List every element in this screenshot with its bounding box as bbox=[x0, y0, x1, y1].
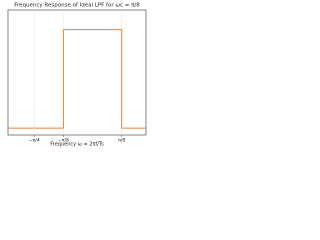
x-tick-label: π/8 bbox=[118, 138, 125, 144]
x-tick-label: −π/4 bbox=[29, 138, 40, 144]
plot-frame bbox=[7, 9, 147, 136]
x-tick-label: −π/8 bbox=[58, 138, 69, 144]
chart-title: Frequency Response of Ideal LPF for ωc =… bbox=[14, 3, 140, 9]
chart: Frequency Response of Ideal LPF for ωc =… bbox=[7, 3, 147, 148]
page: {"chart_data": {"type": "line", "title":… bbox=[7, 2, 147, 148]
x-axis-label: Frequency ω = 2πf/Ts bbox=[50, 142, 104, 148]
line bbox=[8, 29, 146, 129]
